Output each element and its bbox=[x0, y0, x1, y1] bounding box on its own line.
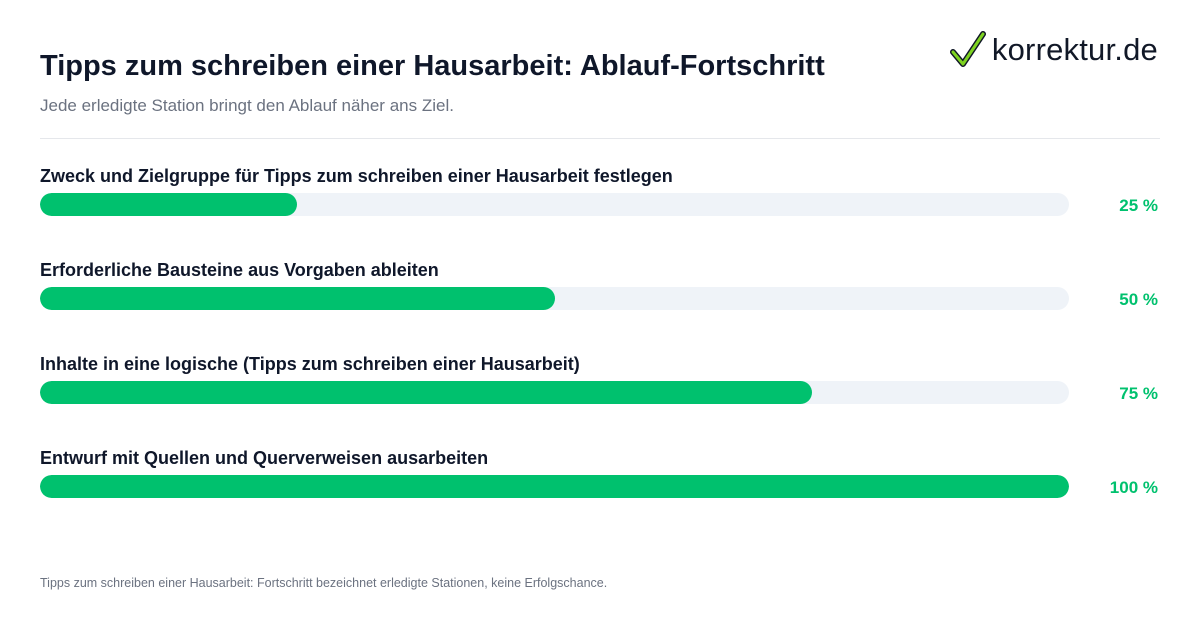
page-title: Tipps zum schreiben einer Hausarbeit: Ab… bbox=[40, 50, 825, 82]
progress-track bbox=[40, 193, 1069, 216]
value-label: 100 % bbox=[1109, 478, 1158, 497]
progress-row: Entwurf mit Quellen und Querverweisen au… bbox=[40, 448, 1160, 508]
value-label: 75 % bbox=[1119, 384, 1158, 403]
progress-row: Erforderliche Bausteine aus Vorgaben abl… bbox=[40, 260, 1160, 320]
progress-bar bbox=[40, 287, 555, 310]
progress-bar bbox=[40, 475, 1069, 498]
footnote: Tipps zum schreiben einer Hausarbeit: Fo… bbox=[40, 576, 608, 590]
progress-row: Zweck und Zielgruppe für Tipps zum schre… bbox=[40, 166, 1160, 226]
brand-logo[interactable]: korrektur.de bbox=[949, 30, 1158, 70]
row-label: Zweck und Zielgruppe für Tipps zum schre… bbox=[40, 166, 673, 186]
value-label: 50 % bbox=[1119, 290, 1158, 309]
row-label: Erforderliche Bausteine aus Vorgaben abl… bbox=[40, 260, 439, 280]
progress-row: Inhalte in eine logische (Tipps zum schr… bbox=[40, 354, 1160, 414]
checkmark-icon bbox=[949, 31, 986, 67]
progress-track bbox=[40, 475, 1069, 498]
header-divider bbox=[40, 138, 1160, 139]
row-label: Entwurf mit Quellen und Querverweisen au… bbox=[40, 448, 489, 468]
progress-bar bbox=[40, 193, 298, 216]
progress-track bbox=[40, 381, 1069, 404]
progress-bar bbox=[40, 381, 812, 404]
value-label: 25 % bbox=[1119, 196, 1158, 215]
row-label: Inhalte in eine logische (Tipps zum schr… bbox=[40, 354, 580, 374]
progress-track bbox=[40, 287, 1069, 310]
logo-text: korrektur.de bbox=[991, 32, 1158, 67]
page-subtitle: Jede erledigte Station bringt den Ablauf… bbox=[40, 96, 454, 115]
